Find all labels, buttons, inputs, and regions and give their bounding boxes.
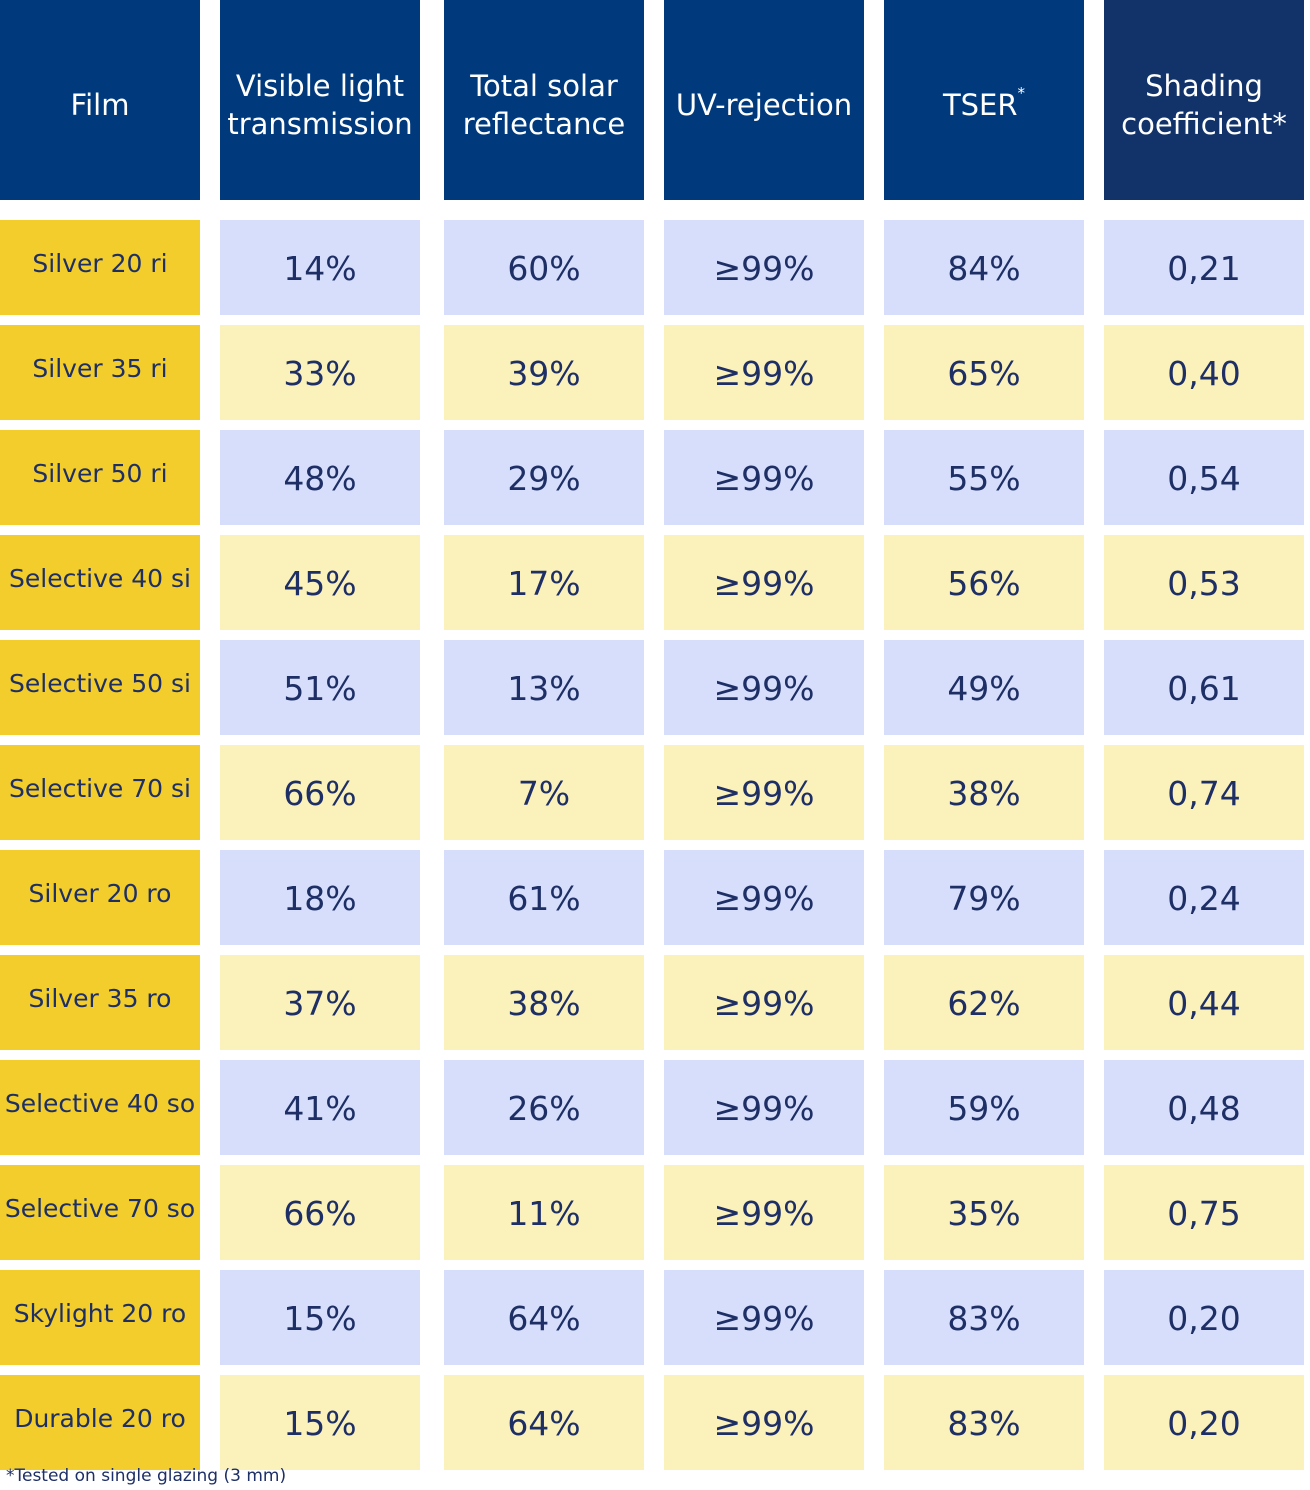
film-name-cell: Skylight 20 ro: [0, 1270, 200, 1365]
uv-rejection-cell: ≥99%: [664, 1270, 864, 1365]
visible-light-transmission-cell: 48%: [220, 430, 420, 525]
header-film: Film: [0, 0, 200, 200]
film-name-cell: Silver 20 ri: [0, 220, 200, 315]
total-solar-reflectance-cell: 29%: [444, 430, 644, 525]
shading-coefficient-cell: 0,48: [1104, 1060, 1304, 1155]
film-name-cell: Silver 35 ro: [0, 955, 200, 1050]
header-shading-coefficient: Shading coefficient*: [1104, 0, 1304, 200]
tser-cell: 38%: [884, 745, 1084, 840]
footnote: *Tested on single glazing (3 mm): [6, 1466, 287, 1486]
shading-coefficient-cell: 0,53: [1104, 535, 1304, 630]
visible-light-transmission-cell: 15%: [220, 1270, 420, 1365]
visible-light-transmission-cell: 33%: [220, 325, 420, 420]
film-name-cell: Silver 35 ri: [0, 325, 200, 420]
total-solar-reflectance-cell: 64%: [444, 1270, 644, 1365]
header-label: Shading coefficient*: [1121, 69, 1287, 141]
header-label: Visible light transmission: [227, 69, 413, 141]
header-total-solar-reflectance: Total solar reflectance: [444, 0, 644, 200]
visible-light-transmission-cell: 51%: [220, 640, 420, 735]
uv-rejection-cell: ≥99%: [664, 430, 864, 525]
visible-light-transmission-cell: 45%: [220, 535, 420, 630]
header-label: TSER: [942, 88, 1018, 122]
total-solar-reflectance-cell: 64%: [444, 1375, 644, 1470]
film-name-cell: Silver 50 ri: [0, 430, 200, 525]
shading-coefficient-cell: 0,74: [1104, 745, 1304, 840]
tser-cell: 65%: [884, 325, 1084, 420]
film-name-cell: Selective 40 so: [0, 1060, 200, 1155]
uv-rejection-cell: ≥99%: [664, 220, 864, 315]
uv-rejection-cell: ≥99%: [664, 325, 864, 420]
shading-coefficient-cell: 0,20: [1104, 1375, 1304, 1470]
tser-cell: 83%: [884, 1270, 1084, 1365]
header-label: Film: [70, 88, 130, 122]
film-name-cell: Selective 50 si: [0, 640, 200, 735]
tser-cell: 59%: [884, 1060, 1084, 1155]
uv-rejection-cell: ≥99%: [664, 1375, 864, 1470]
total-solar-reflectance-cell: 26%: [444, 1060, 644, 1155]
shading-coefficient-cell: 0,75: [1104, 1165, 1304, 1260]
shading-coefficient-cell: 0,44: [1104, 955, 1304, 1050]
total-solar-reflectance-cell: 38%: [444, 955, 644, 1050]
film-name-cell: Selective 70 si: [0, 745, 200, 840]
uv-rejection-cell: ≥99%: [664, 640, 864, 735]
header-label: UV-rejection: [675, 88, 853, 122]
tser-cell: 35%: [884, 1165, 1084, 1260]
tser-cell: 62%: [884, 955, 1084, 1050]
film-name-cell: Selective 70 so: [0, 1165, 200, 1260]
visible-light-transmission-cell: 14%: [220, 220, 420, 315]
visible-light-transmission-cell: 66%: [220, 745, 420, 840]
shading-coefficient-cell: 0,54: [1104, 430, 1304, 525]
tser-cell: 56%: [884, 535, 1084, 630]
total-solar-reflectance-cell: 13%: [444, 640, 644, 735]
shading-coefficient-cell: 0,21: [1104, 220, 1304, 315]
tser-cell: 84%: [884, 220, 1084, 315]
film-name-cell: Silver 20 ro: [0, 850, 200, 945]
header-tser: TSER *: [884, 0, 1084, 200]
shading-coefficient-cell: 0,40: [1104, 325, 1304, 420]
total-solar-reflectance-cell: 39%: [444, 325, 644, 420]
tser-cell: 49%: [884, 640, 1084, 735]
visible-light-transmission-cell: 41%: [220, 1060, 420, 1155]
uv-rejection-cell: ≥99%: [664, 955, 864, 1050]
shading-coefficient-cell: 0,61: [1104, 640, 1304, 735]
visible-light-transmission-cell: 18%: [220, 850, 420, 945]
uv-rejection-cell: ≥99%: [664, 745, 864, 840]
shading-coefficient-cell: 0,20: [1104, 1270, 1304, 1365]
visible-light-transmission-cell: 15%: [220, 1375, 420, 1470]
uv-rejection-cell: ≥99%: [664, 1060, 864, 1155]
shading-coefficient-cell: 0,24: [1104, 850, 1304, 945]
header-label: Total solar reflectance: [462, 69, 626, 141]
total-solar-reflectance-cell: 17%: [444, 535, 644, 630]
tser-cell: 83%: [884, 1375, 1084, 1470]
film-name-cell: Selective 40 si: [0, 535, 200, 630]
tser-cell: 79%: [884, 850, 1084, 945]
header-uv-rejection: UV-rejection: [664, 0, 864, 200]
header-visible-light-transmission: Visible light transmission: [220, 0, 420, 200]
uv-rejection-cell: ≥99%: [664, 1165, 864, 1260]
uv-rejection-cell: ≥99%: [664, 850, 864, 945]
total-solar-reflectance-cell: 61%: [444, 850, 644, 945]
total-solar-reflectance-cell: 7%: [444, 745, 644, 840]
uv-rejection-cell: ≥99%: [664, 535, 864, 630]
total-solar-reflectance-cell: 60%: [444, 220, 644, 315]
film-name-cell: Durable 20 ro: [0, 1375, 200, 1470]
visible-light-transmission-cell: 37%: [220, 955, 420, 1050]
visible-light-transmission-cell: 66%: [220, 1165, 420, 1260]
total-solar-reflectance-cell: 11%: [444, 1165, 644, 1260]
tser-cell: 55%: [884, 430, 1084, 525]
